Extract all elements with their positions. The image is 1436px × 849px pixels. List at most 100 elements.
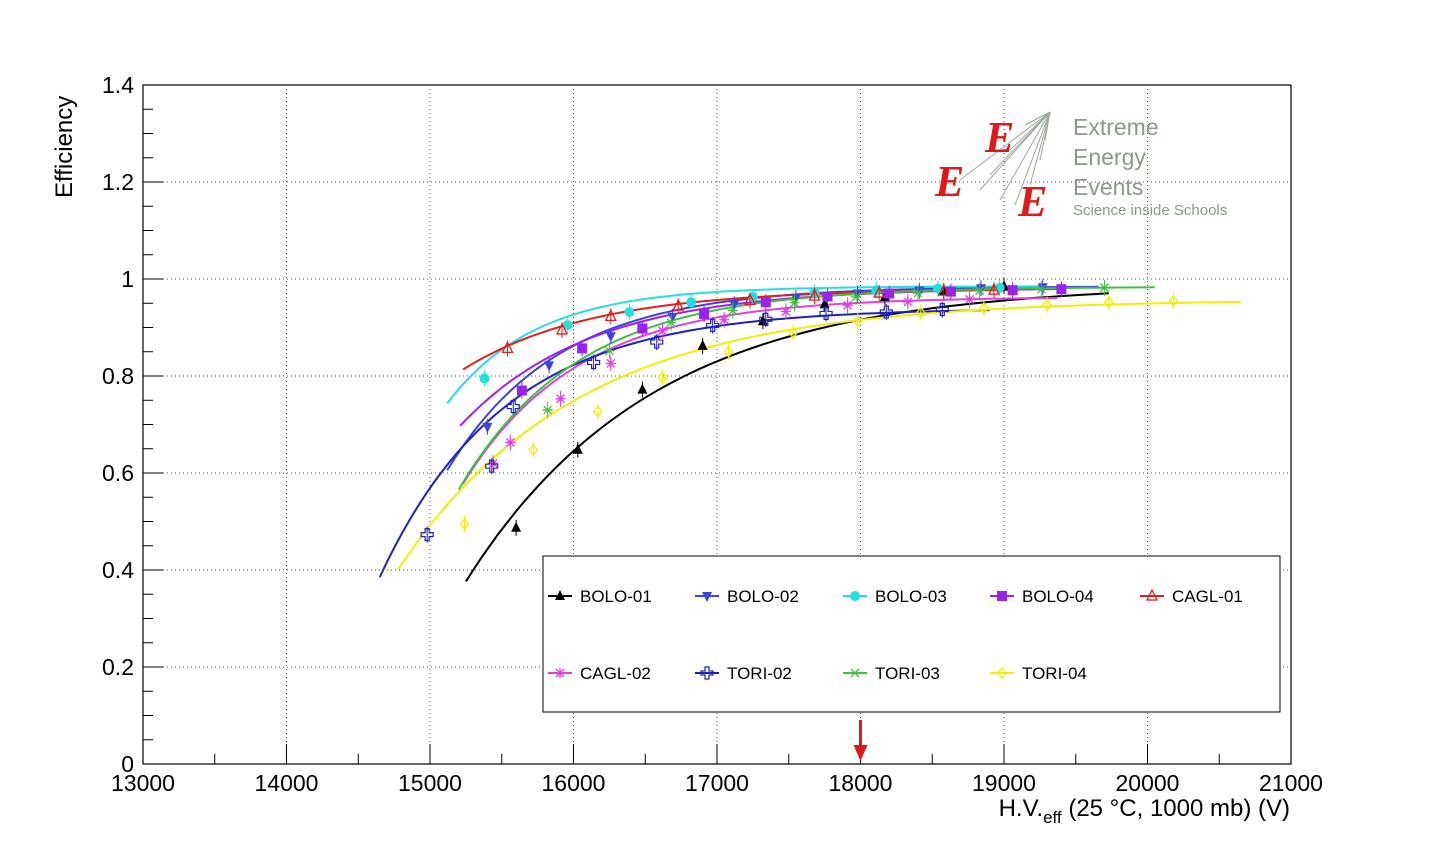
data-point-bolo-04 (945, 286, 956, 297)
legend-marker-bolo-03 (850, 591, 860, 601)
data-point-tori-03 (1099, 283, 1110, 293)
data-point-cagl-02 (780, 306, 791, 317)
data-point-tori-04 (528, 443, 539, 456)
legend-label-bolo-02: BOLO-02 (727, 587, 799, 606)
legend-marker-bolo-02 (702, 592, 712, 602)
x-tick-label: 13000 (111, 770, 175, 796)
logo-ray (1029, 111, 1051, 186)
y-axis-title: Efficiency (51, 96, 78, 198)
data-point-bolo-01 (697, 339, 708, 350)
logo-ray (979, 111, 1051, 191)
logo-letter-e-bottom: E (1017, 177, 1047, 226)
legend-label-tori-03: TORI-03 (875, 664, 940, 683)
data-point-bolo-02 (605, 332, 616, 343)
data-point-cagl-01 (672, 298, 685, 311)
legend-marker-cagl-02 (555, 668, 565, 678)
data-point-tori-02 (819, 306, 833, 321)
x-tick-label: 16000 (542, 770, 606, 796)
data-point-cagl-01 (501, 340, 514, 354)
data-point-tori-04 (723, 345, 734, 358)
legend-marker-tori-03 (850, 668, 860, 678)
logo-rays (959, 111, 1051, 206)
arrow-head (853, 745, 868, 761)
logo-line-events: Events (1073, 174, 1143, 200)
data-point-tori-03 (666, 318, 677, 328)
data-point-cagl-02 (605, 358, 616, 369)
data-point-bolo-02 (852, 289, 863, 300)
data-point-tori-03 (727, 306, 738, 315)
data-point-cagl-01 (743, 292, 757, 305)
data-point-cagl-02 (505, 437, 516, 448)
data-point-cagl-01 (873, 285, 886, 298)
legend-label-bolo-01: BOLO-01 (580, 587, 652, 606)
data-point-cagl-02 (902, 296, 913, 307)
legend-label-tori-04: TORI-04 (1022, 664, 1087, 683)
data-point-bolo-04 (822, 291, 833, 302)
data-point-bolo-02 (790, 293, 801, 304)
logo-ray (999, 111, 1051, 201)
y-tick-label: 1 (121, 266, 134, 292)
logo-ray (1014, 111, 1051, 206)
data-point-bolo-03 (624, 306, 635, 317)
x-axis-title-sub: eff (1043, 808, 1062, 827)
data-point-tori-02 (759, 312, 773, 326)
y-tick-label: 1.2 (102, 169, 134, 195)
data-point-tori-04 (915, 306, 926, 319)
legend-marker-cagl-01 (1145, 588, 1159, 601)
y-tick-label: 0.4 (102, 557, 134, 583)
data-point-cagl-02 (555, 393, 566, 404)
logo-letter-e-top: E (984, 113, 1014, 162)
logo-ray (1044, 111, 1051, 141)
logo-line-tagline: Science inside Schools (1073, 202, 1227, 219)
data-point-tori-04 (593, 405, 603, 418)
data-point-tori-02 (879, 305, 893, 319)
data-point-tori-03 (851, 292, 862, 302)
data-point-cagl-01 (987, 282, 1001, 295)
x-tick-label: 14000 (255, 770, 319, 796)
data-point-bolo-01 (511, 521, 522, 532)
data-point-cagl-01 (604, 308, 617, 321)
data-point-tori-04 (788, 326, 798, 339)
data-point-cagl-02 (719, 314, 730, 325)
data-point-cagl-01 (937, 283, 950, 296)
data-point-tori-02 (935, 302, 949, 317)
x-tick-label: 18000 (829, 770, 893, 796)
data-point-tori-02 (706, 318, 720, 333)
data-point-bolo-03 (479, 373, 490, 384)
reference-arrow (853, 720, 868, 761)
y-tick-label: 0.8 (102, 363, 134, 389)
data-point-bolo-04 (760, 297, 771, 308)
data-point-bolo-01 (572, 443, 583, 454)
data-point-tori-02 (506, 399, 520, 414)
y-tick-label: 1.4 (102, 72, 134, 98)
x-tick-label: 15000 (398, 770, 462, 796)
x-axis-title: H.V.eff (25 °C, 1000 mb) (V) (999, 795, 1290, 827)
y-tick-label: 0 (121, 751, 134, 777)
data-point-bolo-02 (544, 361, 555, 372)
data-point-bolo-04 (699, 308, 710, 319)
data-point-tori-02 (650, 335, 664, 349)
x-tick-label: 21000 (1259, 770, 1323, 796)
data-point-cagl-01 (808, 288, 821, 301)
data-point-cagl-02 (964, 294, 975, 305)
data-markers (420, 278, 1179, 543)
data-point-tori-04 (1168, 295, 1179, 308)
data-point-bolo-02 (729, 300, 740, 311)
data-point-tori-03 (974, 286, 985, 296)
fit-curve-bolo-01 (465, 292, 1109, 583)
logo-line-extreme: Extreme (1073, 114, 1159, 140)
fit-curve-cagl-02 (462, 297, 1058, 485)
data-point-bolo-02 (667, 312, 678, 323)
legend-marker-tori-04 (997, 666, 1007, 680)
data-point-tori-03 (912, 288, 923, 298)
data-point-bolo-04 (1007, 285, 1018, 296)
x-axis-title-main: H.V. (999, 795, 1043, 822)
x-tick-label: 19000 (972, 770, 1036, 796)
data-point-tori-02 (420, 527, 434, 542)
data-point-bolo-04 (577, 343, 588, 354)
data-point-tori-03 (542, 405, 553, 415)
data-point-tori-04 (459, 517, 470, 530)
data-point-tori-04 (852, 315, 863, 328)
data-point-cagl-02 (842, 300, 853, 311)
